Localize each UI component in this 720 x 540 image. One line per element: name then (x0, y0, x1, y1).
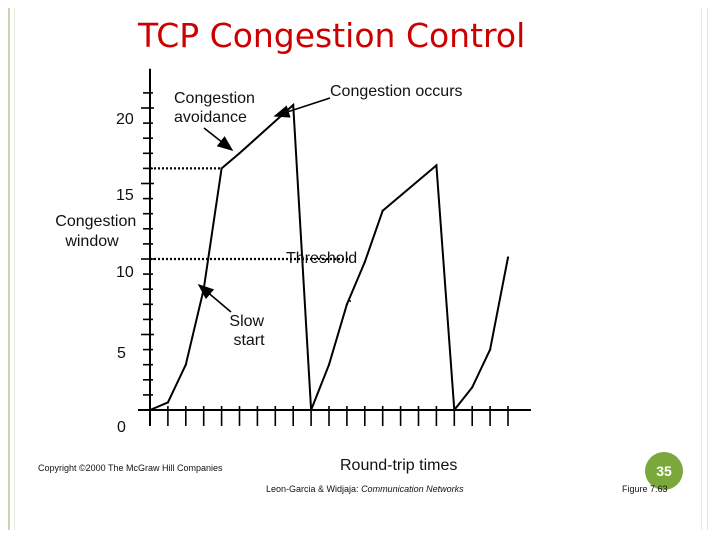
congestion-occurs-label: Congestion occurs (330, 83, 463, 100)
ytick-label: 5 (117, 345, 126, 362)
data-point (220, 167, 223, 170)
ytick-label: 15 (116, 187, 134, 204)
ytick-label: 0 (117, 419, 126, 436)
data-point (184, 363, 187, 366)
data-point (363, 260, 366, 264)
period-mark: . (348, 289, 352, 306)
threshold-label: Threshold (286, 250, 357, 267)
data-point (148, 408, 152, 412)
series-layer (148, 102, 510, 413)
slide-frame (8, 8, 708, 530)
copyright-note: Copyright ©2000 The McGraw Hill Companie… (38, 463, 223, 473)
axes (138, 68, 531, 426)
congestion-avoidance-label: Congestion avoidance (174, 90, 259, 126)
data-point (471, 386, 474, 389)
slide-title: TCP Congestion Control (138, 16, 526, 55)
congestion-avoidance-line: avoidance (174, 109, 247, 126)
y-axis-label-line: Congestion (55, 213, 136, 230)
data-point (292, 103, 295, 107)
page-number-badge: 35 (645, 452, 683, 490)
data-point (310, 408, 313, 412)
data-point (327, 363, 331, 366)
figure-reference: Figure 7.63 (622, 484, 668, 494)
slow-start-line: Slow (229, 313, 264, 330)
chart-labels: 20 15 10 5 0 Congestion window Congestio… (55, 83, 462, 474)
data-point (453, 408, 456, 412)
data-point (506, 256, 510, 259)
ytick-label: 20 (116, 111, 134, 128)
slow-start-line: start (233, 332, 265, 349)
x-axis-label: Round-trip times (340, 457, 457, 474)
avoidance-arrow (203, 127, 234, 151)
congestion-occurs-arrow (273, 97, 331, 118)
data-point (489, 348, 492, 351)
data-point (166, 401, 169, 404)
data-point (345, 303, 348, 306)
data-point (381, 209, 384, 212)
threshold-lines (150, 167, 351, 261)
slow-start-arrow (197, 283, 232, 313)
ytick-label: 10 (116, 264, 134, 281)
congestion-avoidance-line: Congestion (174, 90, 255, 107)
data-point (435, 164, 438, 167)
slow-start-label: Slow start (229, 313, 268, 349)
book-authors: Leon-Garcia & Widjaja: (266, 484, 359, 494)
y-axis-label: Congestion window (55, 213, 140, 250)
y-axis-label-line: window (64, 233, 119, 250)
data-point (238, 152, 241, 155)
book-credit: Leon-Garcia & Widjaja: Communication Net… (266, 484, 464, 494)
book-title: Communication Networks (361, 484, 464, 494)
